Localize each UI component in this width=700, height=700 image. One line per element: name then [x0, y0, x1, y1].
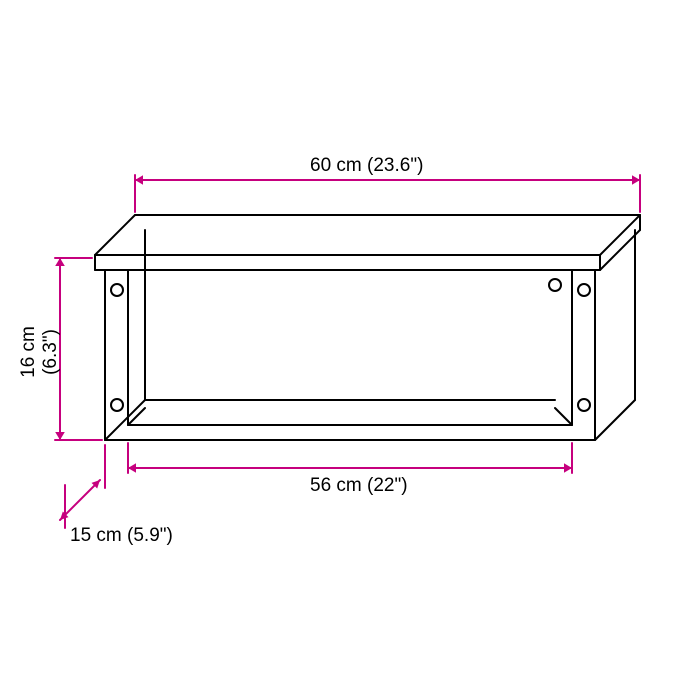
- diagram-container: 60 cm (23.6") 56 cm (22") 16 cm(6.3") 15…: [0, 0, 700, 700]
- label-width-top: 60 cm (23.6"): [310, 155, 423, 177]
- label-width-inner: 56 cm (22"): [310, 475, 408, 497]
- label-height: 16 cm(6.3"): [18, 302, 62, 402]
- dimension-diagram: [0, 0, 700, 700]
- label-depth: 15 cm (5.9"): [70, 525, 173, 547]
